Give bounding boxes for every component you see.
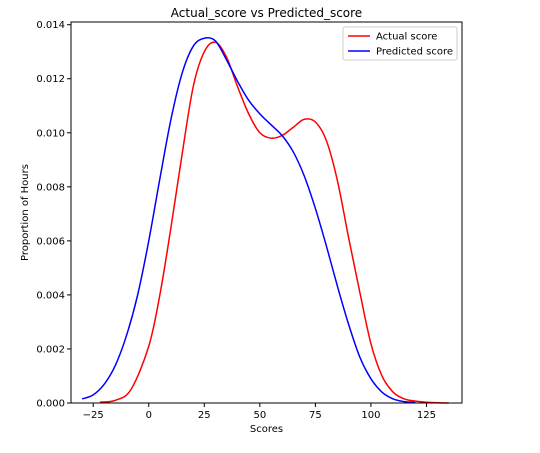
x-tick-label: 25 (198, 410, 211, 421)
y-axis: 0.000 0.002 0.004 0.006 0.008 0.010 0.012 0.014 (36, 20, 71, 410)
x-axis: −25 0 25 50 75 100 125 (83, 403, 436, 421)
y-axis-label: Proportion of Hours (20, 164, 31, 261)
x-tick-label: 100 (361, 410, 380, 421)
x-tick-label: 0 (146, 410, 152, 421)
legend-label: Actual score (376, 32, 437, 43)
y-tick-label: 0.004 (36, 290, 65, 301)
x-tick-label: 75 (309, 410, 322, 421)
plot-frame (70, 21, 463, 404)
chart-title: Actual_score vs Predicted_score (171, 6, 362, 20)
y-tick-label: 0.014 (36, 20, 65, 31)
x-tick-label: −25 (83, 410, 104, 421)
legend-label: Predicted score (376, 47, 453, 58)
y-tick-label: 0.000 (36, 399, 65, 410)
legend-box (342, 26, 458, 61)
y-tick-label: 0.008 (36, 182, 65, 193)
y-tick-label: 0.002 (36, 344, 65, 355)
plot-area (81, 36, 449, 404)
x-axis-label: Scores (250, 424, 283, 435)
y-tick-label: 0.010 (36, 128, 65, 139)
series-line-predicted-score (81, 36, 416, 404)
legend: Actual score Predicted score (342, 26, 458, 61)
y-tick-label: 0.012 (36, 74, 65, 85)
x-tick-label: 125 (417, 410, 436, 421)
x-tick-label: 50 (253, 410, 266, 421)
y-tick-label: 0.006 (36, 236, 65, 247)
